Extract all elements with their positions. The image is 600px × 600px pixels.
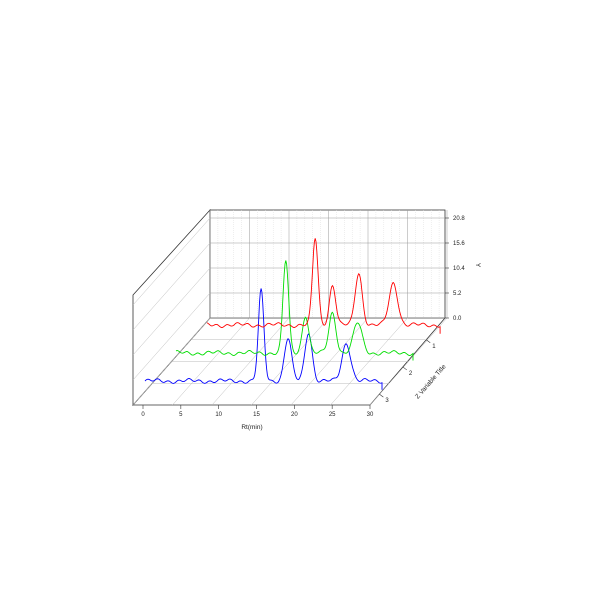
y-tick-label: 10.4: [453, 266, 465, 272]
series-line-2: [175, 260, 414, 361]
y-tick-label: 0.0: [453, 316, 462, 322]
z-tick-label: 3: [385, 398, 389, 404]
x-tick-label: 20: [291, 412, 298, 418]
series-line-3: [206, 238, 441, 334]
back-wall: [209, 209, 446, 319]
plot-walls: [132, 208, 448, 407]
y-axis-label: Y: [474, 263, 481, 268]
left-grid-line: [132, 267, 211, 356]
z-tick: [426, 339, 431, 343]
left-grid-line: [132, 292, 211, 381]
x-tick-label: 5: [179, 412, 183, 418]
x-tick-label: 25: [329, 412, 336, 418]
series-layer: [144, 238, 441, 390]
x-axis-label: Rt(min): [241, 424, 262, 431]
x-tick-label: 30: [367, 412, 374, 418]
z-tick-label: 1: [432, 344, 436, 350]
z-axis-label: Z Variable Title: [414, 363, 448, 400]
x-tick-label: 15: [253, 412, 260, 418]
y-tick-label: 5.2: [453, 291, 462, 297]
z-tick-label: 2: [409, 371, 413, 377]
x-tick-label: 10: [215, 412, 222, 418]
left-grid-line: [132, 217, 211, 306]
left-grid-line: [132, 242, 211, 331]
y-tick-label: 20.8: [453, 216, 465, 222]
axes-layer: 0.0 5.2 10.4 15.6 20.8 0 5 10 15 20 25 30 1 2 3: [141, 216, 465, 418]
z-tick: [379, 393, 384, 398]
z-tick: [402, 366, 407, 371]
y-tick-label: 15.6: [453, 241, 465, 247]
x-tick-label: 0: [141, 412, 145, 418]
